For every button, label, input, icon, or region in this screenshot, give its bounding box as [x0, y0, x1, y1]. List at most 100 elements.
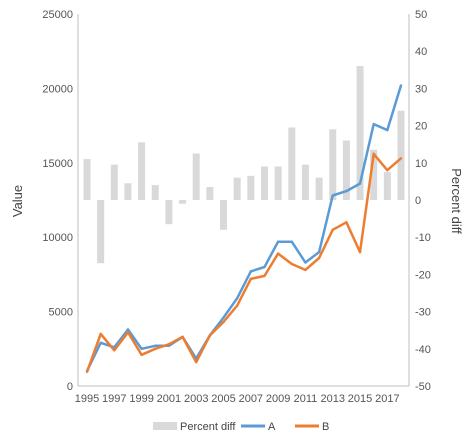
point-b-1998: [126, 331, 130, 334]
bar-percent-diff-2016: [370, 149, 378, 200]
point-b-1995: [85, 370, 89, 374]
point-b-2009: [276, 252, 280, 255]
x-tick-2003: 2003: [184, 393, 208, 405]
y2-tick--30: -30: [415, 307, 431, 319]
point-b-2011: [304, 268, 307, 272]
y2-tick-10: 10: [415, 158, 427, 170]
y2-axis-title: Percent diff: [449, 168, 464, 234]
bar-percent-diff-1998: [124, 183, 132, 200]
point-b-2003: [195, 360, 198, 364]
bar-percent-diff-2018: [397, 110, 405, 200]
x-tick-1999: 1999: [129, 393, 153, 405]
x-tick-2009: 2009: [266, 393, 290, 405]
x-tick-2013: 2013: [320, 393, 344, 405]
legend-label-a: A: [268, 421, 276, 433]
series-line-a: [85, 85, 403, 372]
legend-label-b: B: [322, 421, 329, 433]
point-b-2016: [372, 152, 375, 156]
point-a-2015: [358, 182, 362, 185]
point-a-1997: [113, 346, 116, 349]
y-tick-labels-left: 0 5000 10000 15000 20000 25000: [42, 9, 73, 393]
bar-percent-diff-2015: [356, 66, 364, 200]
point-b-1997: [113, 349, 116, 352]
point-a-2000: [154, 344, 157, 348]
y2-tick--40: -40: [415, 344, 431, 356]
x-tick-labels: 1995 1997 1999 2001 2003 2005 2007 2009 2011 2013…: [75, 393, 400, 405]
point-a-1998: [126, 328, 130, 331]
point-b-2001: [167, 343, 171, 346]
bar-percent-diff-1997: [110, 164, 118, 200]
point-b-2006: [235, 304, 239, 307]
point-b-1996: [99, 332, 102, 336]
point-b-2017: [386, 169, 389, 172]
bar-percent-diff-2007: [247, 175, 255, 200]
point-a-2006: [235, 297, 239, 300]
y-tick-20000: 20000: [42, 83, 73, 95]
bar-percent-diff-2000: [151, 185, 159, 200]
point-b-1999: [140, 353, 143, 356]
point-b-2015: [358, 250, 362, 254]
point-a-2003: [195, 357, 198, 360]
point-b-2004: [208, 334, 212, 337]
x-tick-2005: 2005: [211, 393, 235, 405]
x-tick-2007: 2007: [239, 393, 263, 405]
y-tick-10000: 10000: [42, 232, 73, 244]
point-b-2012: [317, 256, 321, 260]
bar-percent-diff-2003: [192, 153, 200, 200]
point-b-2007: [249, 277, 253, 281]
point-b-2000: [154, 347, 157, 350]
point-a-2011: [304, 261, 307, 264]
bar-percent-diff-2014: [342, 140, 350, 200]
bar-percent-diff-2001: [165, 200, 173, 225]
y2-tick-40: 40: [415, 46, 427, 58]
y-axis-title: Value: [10, 185, 25, 217]
point-a-2017: [386, 128, 389, 132]
bar-percent-diff-2008: [260, 166, 268, 200]
point-a-2005: [222, 316, 225, 319]
bar-percent-diff-2013: [329, 129, 337, 200]
point-a-2008: [263, 265, 266, 269]
point-a-2016: [372, 122, 375, 126]
bar-percent-diff-2005: [220, 200, 228, 230]
y2-tick--50: -50: [415, 381, 431, 393]
point-a-2018: [399, 84, 403, 87]
point-b-2013: [331, 228, 334, 231]
point-b-2008: [263, 274, 266, 278]
point-a-2012: [317, 250, 321, 254]
bar-percent-diff-2012: [315, 177, 323, 200]
y-tick-25000: 25000: [42, 9, 73, 21]
point-b-2014: [345, 221, 348, 224]
point-a-1996: [99, 341, 102, 345]
y-tick-15000: 15000: [42, 158, 73, 170]
x-tick-2017: 2017: [375, 393, 399, 405]
x-tick-2015: 2015: [348, 393, 372, 405]
point-b-2018: [399, 157, 403, 160]
x-tick-1997: 1997: [102, 393, 126, 405]
legend-label-percent-diff: Percent diff: [180, 421, 236, 433]
y-tick-labels-right: -50 -40 -30 -20 -10 0 10 20 30 40 50: [415, 9, 431, 393]
y2-tick-0: 0: [415, 195, 421, 207]
bar-percent-diff-2002: [179, 200, 187, 204]
bar-percent-diff-2010: [288, 127, 296, 200]
bar-percent-diff-2011: [301, 164, 309, 200]
y2-tick-30: 30: [415, 83, 427, 95]
point-a-2007: [249, 270, 253, 273]
bar-percent-diff-2009: [274, 166, 282, 200]
bar-percent-diff-1996: [97, 200, 105, 264]
legend-swatch-percent-diff: [153, 422, 177, 430]
y2-tick-50: 50: [415, 9, 427, 21]
bar-percent-diff-1999: [138, 142, 146, 200]
point-a-2014: [345, 189, 348, 193]
y2-tick-20: 20: [415, 121, 427, 133]
x-tick-1995: 1995: [75, 393, 99, 405]
x-tick-2011: 2011: [294, 393, 318, 405]
point-b-2002: [181, 335, 184, 339]
y-tick-5000: 5000: [49, 307, 73, 319]
point-b-2010: [290, 262, 293, 266]
point-a-1999: [140, 347, 143, 350]
point-a-2009: [276, 240, 280, 243]
point-a-2010: [290, 240, 293, 243]
y2-tick--10: -10: [415, 232, 431, 244]
bar-percent-diff-2006: [233, 177, 241, 200]
